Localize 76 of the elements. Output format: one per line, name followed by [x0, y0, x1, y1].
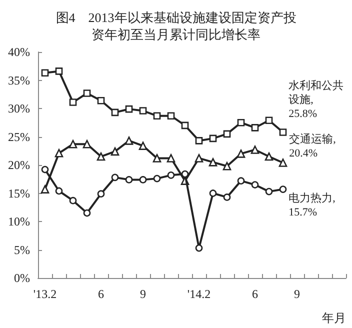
point [110, 147, 120, 156]
x-tick-label: '13.2 [33, 287, 57, 301]
point [194, 154, 204, 162]
point [139, 176, 147, 184]
y-tick-label: 20% [8, 158, 30, 172]
point [111, 174, 119, 182]
point [83, 90, 91, 97]
chart-title: 图4 2013年以来基础设施建设固定资产投资年初至当月累计同比增长率 [56, 10, 296, 42]
point [278, 158, 288, 167]
point [279, 186, 287, 193]
point [195, 244, 203, 252]
y-tick-label: 40% [8, 45, 30, 59]
point [208, 158, 218, 166]
point [83, 209, 91, 217]
point [265, 188, 273, 196]
data-label: 25.8% [288, 108, 318, 120]
point [55, 68, 63, 75]
point [68, 140, 78, 148]
point [97, 96, 105, 104]
point [124, 136, 134, 145]
point [265, 116, 273, 124]
y-tick-label: 30% [8, 102, 30, 116]
point [236, 150, 246, 158]
point [125, 176, 133, 184]
point [167, 112, 175, 120]
point [153, 174, 161, 182]
point [250, 146, 260, 154]
point [125, 105, 133, 113]
point [96, 152, 106, 161]
x-tick-label: 9 [294, 287, 300, 301]
point [167, 172, 175, 179]
x-tick-label: '14.2 [187, 287, 211, 301]
x-tick-label: 6 [252, 287, 258, 301]
point [69, 196, 77, 204]
y-tick-label: 35% [8, 73, 30, 88]
point [69, 98, 77, 106]
data-label: 15.7% [288, 206, 318, 218]
series-label: 交通运输, [289, 132, 336, 146]
point [222, 162, 232, 170]
x-axis-title: 年月 [322, 311, 346, 325]
point [166, 154, 176, 162]
point [209, 190, 217, 197]
point [55, 187, 63, 195]
point [181, 170, 189, 178]
point [279, 128, 287, 136]
y-tick-label: 15% [8, 186, 30, 200]
x-tick-label: 6 [98, 287, 104, 301]
series-label: 电力热力, [288, 191, 336, 204]
y-tick-label: 10% [8, 214, 30, 228]
point [41, 69, 49, 77]
point [139, 107, 147, 114]
y-tick-label: 0% [14, 271, 30, 285]
data-label: 20.4% [289, 148, 318, 160]
point [223, 194, 231, 201]
point [152, 154, 162, 162]
point [251, 124, 259, 132]
point [138, 142, 148, 150]
point [209, 134, 217, 142]
y-tick-label: 25% [8, 130, 30, 144]
point [111, 108, 119, 116]
point [54, 148, 64, 158]
point [41, 166, 49, 174]
point [195, 137, 203, 144]
series-label: 水利和公共设施, [288, 79, 344, 106]
point [251, 181, 259, 188]
point [82, 140, 92, 148]
point [237, 118, 245, 126]
x-tick-label: 9 [140, 287, 146, 301]
point [264, 152, 274, 161]
point [40, 185, 50, 194]
point [97, 190, 105, 198]
y-tick-label: 5% [14, 242, 30, 257]
point [237, 177, 245, 184]
point [181, 122, 189, 130]
point [153, 112, 161, 120]
point [223, 130, 231, 138]
